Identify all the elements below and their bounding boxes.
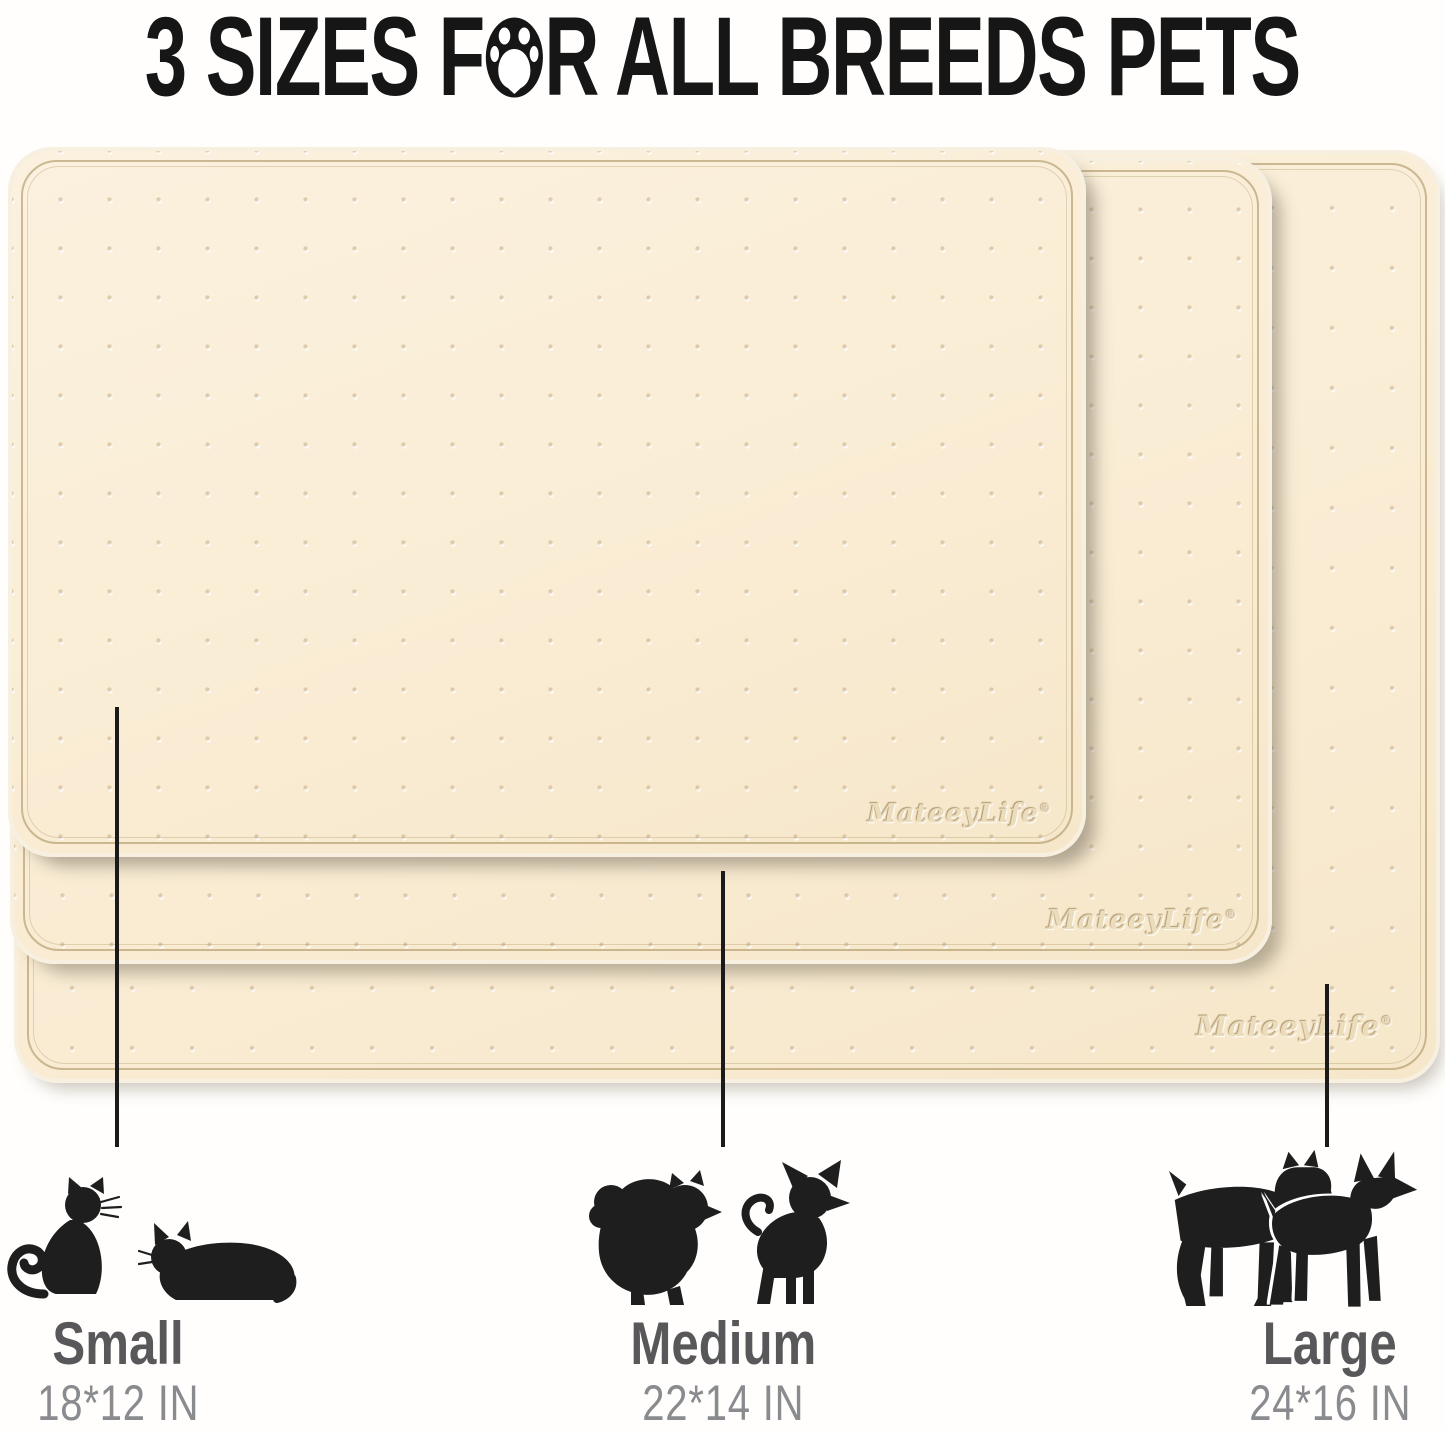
registered-mark: ® [1380,1013,1394,1029]
size-label-medium: Medium 22*14 IN [573,1312,873,1430]
title-text-before-paw: 3 SIZES F [144,0,485,119]
page-title: 3 SIZES F R ALL BREEDS PETS [144,0,1302,119]
pointer-line-medium [721,871,725,1147]
pointer-line-small [115,707,119,1147]
pomeranian-dog-icon [583,1166,723,1306]
brand-logo-medium-mat: MateeyLife® [1047,905,1238,936]
brand-logo-small-mat: MateeyLife® [868,799,1052,829]
size-label-large: Large 24*16 IN [1180,1312,1445,1430]
size-name-medium: Medium [630,1310,816,1377]
size-dimensions-small: 18*12 IN [36,1375,200,1431]
size-name-large: Large [1263,1310,1397,1377]
registered-mark: ® [1039,801,1052,816]
size-dimensions-large: 24*16 IN [1248,1375,1412,1431]
chihuahua-dog-icon [706,1160,856,1306]
brand-name: MateeyLife [1196,1010,1381,1043]
doberman-dog-icon [1262,1148,1420,1310]
size-name-small: Small [52,1310,184,1377]
mat-small: MateeyLife® [8,147,1086,857]
pointer-line-large [1325,984,1329,1147]
title-text-after-paw: R ALL BREEDS PETS [544,0,1302,119]
brand-name: MateeyLife [1046,905,1225,936]
size-label-small: Small 18*12 IN [0,1312,268,1430]
title-bar: 3 SIZES F R ALL BREEDS PETS [0,0,1445,114]
paw-print-in-letter-o-icon [485,17,543,98]
cat-lying-icon [138,1210,298,1305]
brand-name: MateeyLife [867,799,1040,829]
brand-logo-large-mat: MateeyLife® [1196,1010,1394,1043]
registered-mark: ® [1224,908,1238,922]
size-dimensions-medium: 22*14 IN [641,1375,805,1431]
cat-sitting-icon [6,1175,136,1300]
